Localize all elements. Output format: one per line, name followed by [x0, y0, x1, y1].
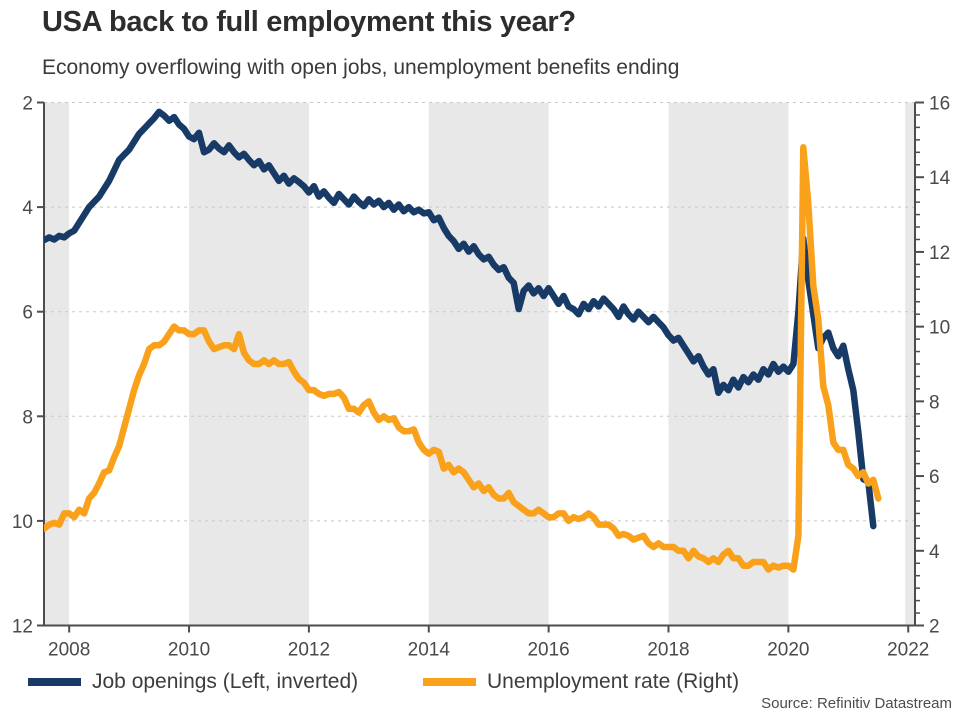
legend-label-job-openings: Job openings (Left, inverted): [92, 670, 359, 693]
legend-label-unemployment-rate: Unemployment rate (Right): [487, 670, 740, 693]
x-axis-tick-label: 2022: [887, 640, 929, 661]
x-axis-tick-label: 2012: [288, 640, 330, 661]
series-lines: [44, 108, 882, 573]
source-attribution: Source: Refinitiv Datastream: [761, 695, 952, 712]
x-axis-tick-label: 2010: [168, 640, 210, 661]
axes: 2 4 6 8 10 12 2008 2010 2012 2014 2016 2018 2020 2022…: [12, 94, 951, 661]
x-axis-tick-label: 2014: [408, 640, 451, 661]
legend-item-unemployment-rate: Unemployment rate (Right): [423, 667, 739, 697]
right-axis-tick-label: 2: [929, 617, 940, 638]
x-axis-tick-label: 2016: [527, 640, 569, 661]
series-line-1: [44, 144, 882, 573]
x-axis-tick-label: 2008: [48, 640, 90, 661]
job-openings-line-swatch: [28, 678, 81, 686]
gridlines: [44, 102, 915, 522]
right-axis-tick-label: 10: [929, 318, 950, 339]
left-axis-tick-label: 4: [22, 198, 33, 219]
chart-subtitle: Economy overflowing with open jobs, unem…: [42, 56, 680, 79]
right-axis-tick-label: 12: [929, 243, 950, 264]
left-axis-tick-label: 8: [22, 407, 33, 428]
legend-item-job-openings: Job openings (Left, inverted): [28, 667, 358, 697]
right-axis-tick-label: 4: [929, 542, 940, 563]
right-axis-tick-label: 8: [929, 392, 940, 413]
shaded-band: [428, 102, 549, 626]
x-axis-tick-label: 2018: [647, 640, 689, 661]
series-line-0: [44, 108, 877, 530]
left-axis-tick-label: 6: [22, 303, 33, 324]
right-axis-tick-label: 6: [929, 467, 940, 488]
left-axis-tick-label: 12: [12, 617, 33, 638]
x-axis-tick-label: 2020: [767, 640, 809, 661]
left-axis-tick-label: 10: [12, 512, 33, 533]
right-axis-tick-label: 16: [929, 94, 950, 115]
left-axis-tick-label: 2: [22, 94, 33, 115]
shaded-band: [905, 102, 915, 626]
right-axis-tick-label: 14: [929, 168, 951, 189]
shaded-band: [44, 102, 70, 626]
unemployment-rate-line-swatch: [423, 678, 476, 686]
chart-title: USA back to full employment this year?: [42, 6, 576, 38]
chart-legend: Job openings (Left, inverted) Unemployme…: [0, 667, 960, 697]
shaded-band: [668, 102, 789, 626]
